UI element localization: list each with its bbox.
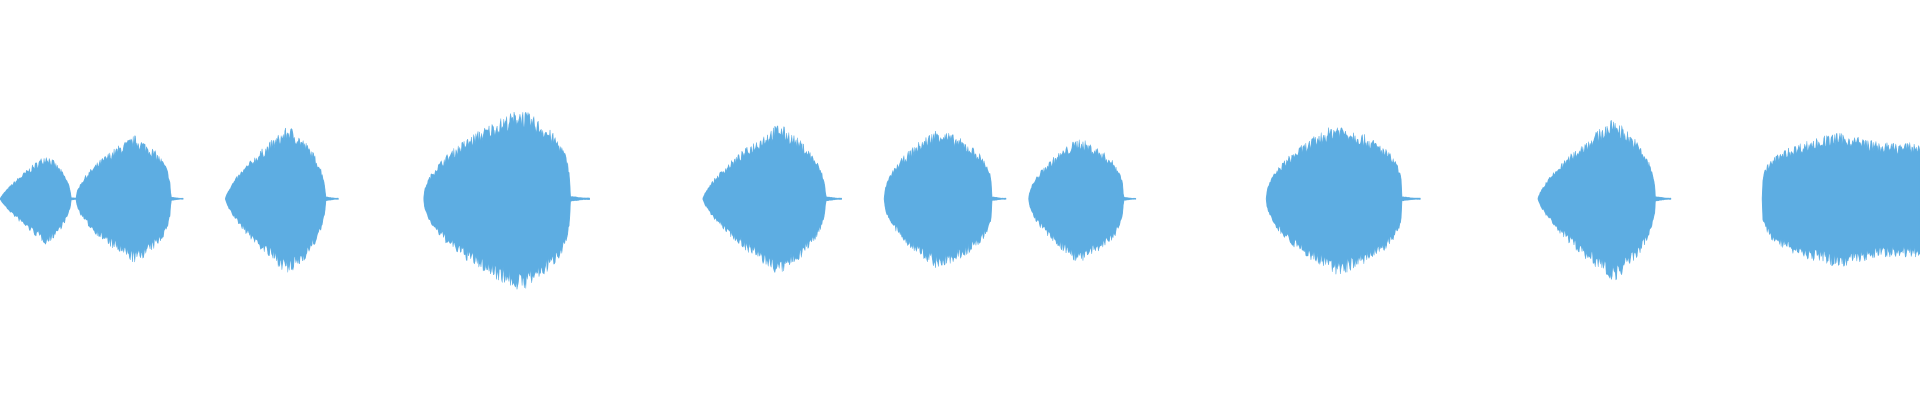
waveform-segment xyxy=(225,127,339,273)
waveform-segment xyxy=(1028,139,1137,261)
waveform-body xyxy=(0,111,1920,290)
waveform-segment xyxy=(1265,127,1421,275)
waveform-segment xyxy=(1761,132,1920,267)
waveform-segment xyxy=(883,131,1007,268)
waveform-segment xyxy=(423,111,590,290)
waveform-segment xyxy=(1537,119,1672,281)
waveform-segment xyxy=(0,157,81,245)
waveform-segment xyxy=(75,135,184,263)
waveform-segment xyxy=(702,125,842,274)
